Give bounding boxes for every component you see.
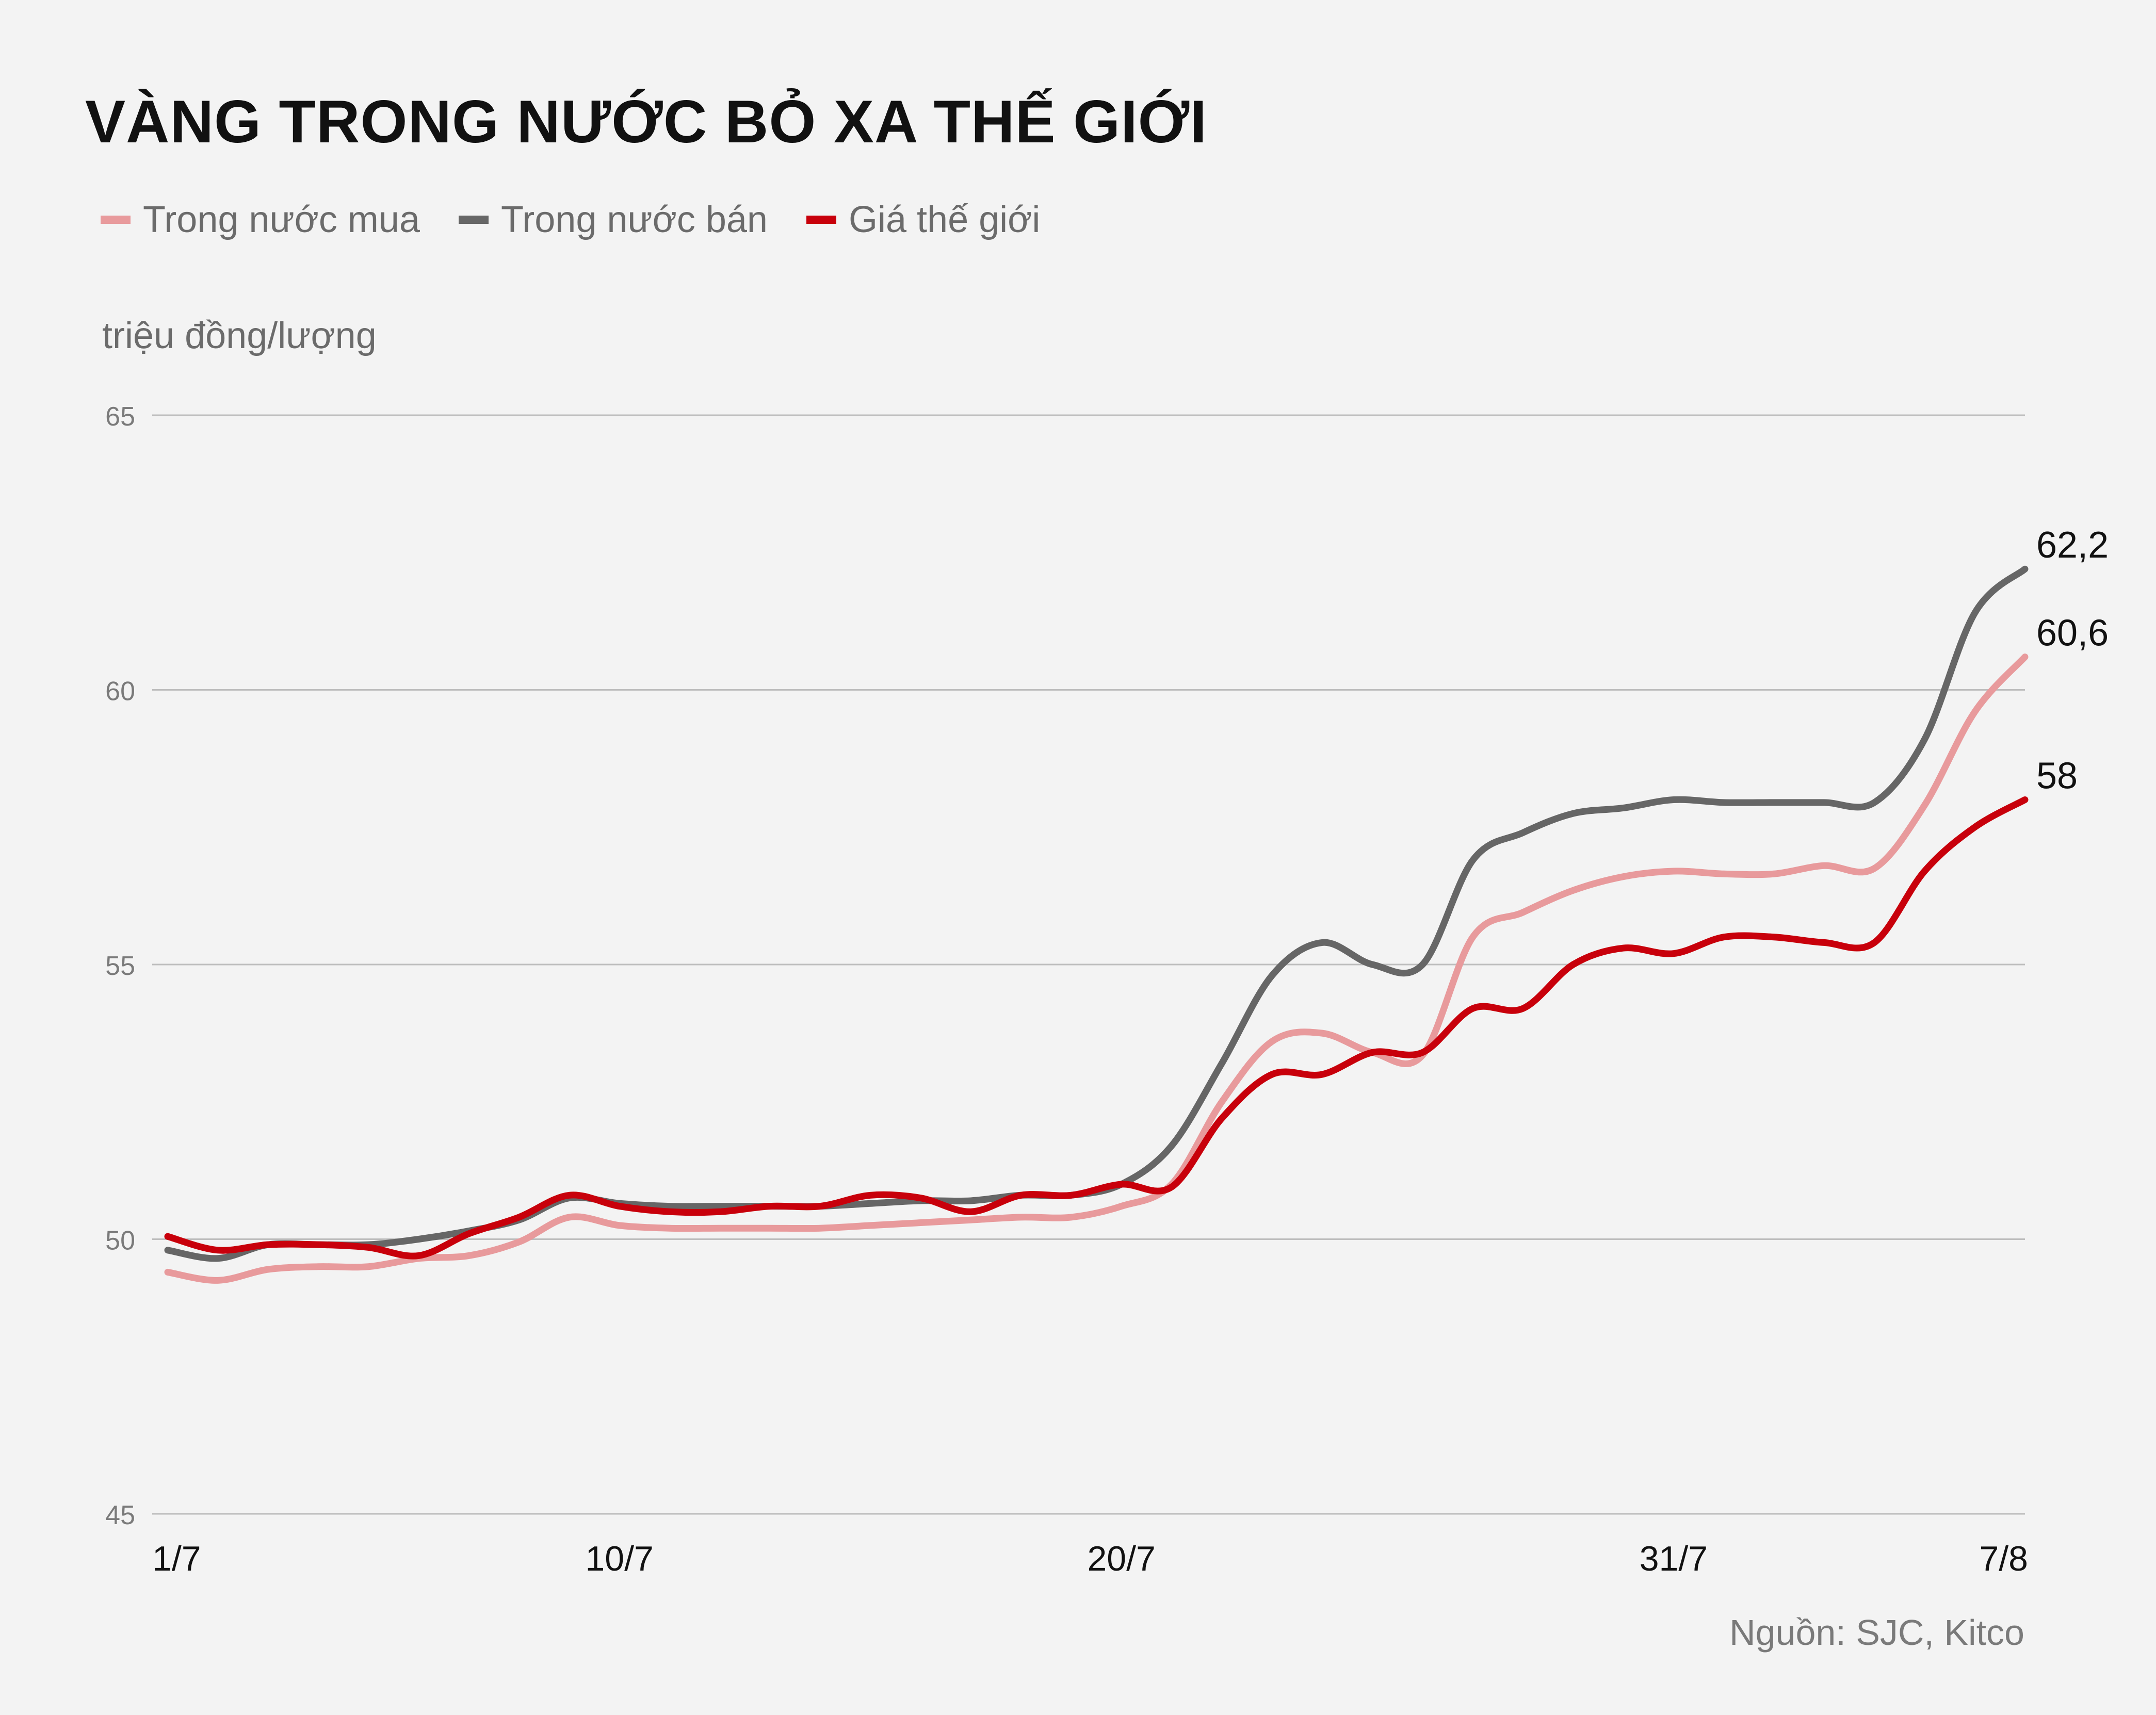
legend-item-world: Giá thế giới — [806, 199, 1040, 241]
legend-swatch-buy — [101, 216, 131, 224]
legend-label-buy: Trong nước mua — [143, 199, 420, 240]
x-tick-label-31-7: 31/7 — [1640, 1539, 1708, 1578]
legend-label-world: Giá thế giới — [848, 199, 1041, 240]
legend: Trong nước mua Trong nước bán Giá thế gi… — [101, 199, 1079, 241]
legend-swatch-world — [806, 216, 836, 224]
x-tick-label-7-8: 7/8 — [1979, 1539, 2028, 1578]
end-label-sell: 62,2 — [2036, 525, 2109, 566]
x-tick-label-20-7: 20/7 — [1087, 1539, 1155, 1578]
series-line-sell — [164, 565, 2029, 1262]
y-tick-label-50: 50 — [105, 1226, 135, 1256]
legend-item-buy: Trong nước mua — [101, 199, 420, 241]
chart-title: VÀNG TRONG NƯỚC BỎ XA THẾ GIỚI — [85, 88, 1207, 155]
x-tick-label-1-7: 1/7 — [152, 1539, 201, 1578]
x-tick-label-10-7: 10/7 — [585, 1539, 653, 1578]
legend-swatch-sell — [458, 216, 489, 224]
end-label-buy: 60,6 — [2036, 613, 2109, 654]
legend-item-sell: Trong nước bán — [458, 199, 768, 241]
y-tick-label-65: 65 — [105, 402, 135, 432]
y-tick-label-55: 55 — [105, 951, 135, 981]
y-tick-label-60: 60 — [105, 677, 135, 707]
y-axis-unit-label: triệu đồng/lượng — [102, 315, 377, 356]
series-line-buy — [164, 654, 2029, 1284]
series-line-world — [164, 796, 2029, 1260]
legend-label-sell: Trong nước bán — [500, 199, 768, 240]
end-label-world: 58 — [2036, 756, 2078, 797]
y-tick-label-45: 45 — [105, 1500, 135, 1530]
source-note: Nguồn: SJC, Kitco — [1729, 1612, 2024, 1653]
